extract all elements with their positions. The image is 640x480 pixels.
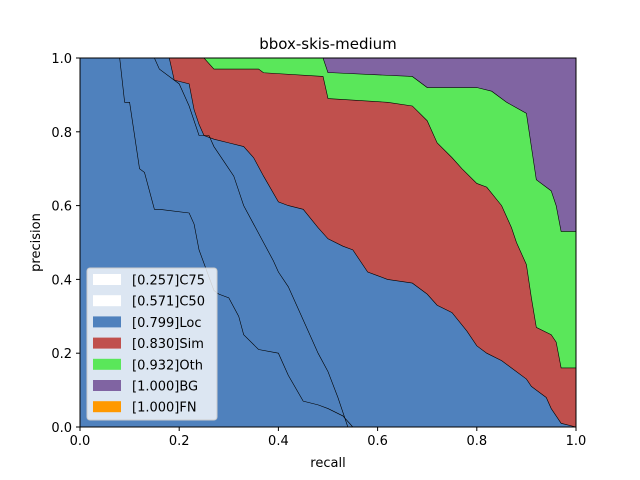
legend-swatch-loc: [93, 316, 121, 328]
chart-title: bbox-skis-medium: [259, 35, 397, 53]
y-axis-label: precision: [29, 213, 44, 272]
legend-swatch-sim: [93, 337, 121, 349]
legend-label-c50: [0.571]C50: [132, 295, 205, 310]
legend-label-loc: [0.799]Loc: [132, 316, 201, 331]
x-tick-label: 0.6: [367, 434, 388, 449]
legend: [0.257]C75 [0.571]C50 [0.799]Loc [0.830]Sim…: [86, 267, 218, 421]
line-sim: [80, 57, 576, 369]
x-tick-label: 1.0: [566, 434, 587, 449]
legend-label-c75: [0.257]C75: [132, 274, 205, 289]
x-axis-label: recall: [310, 456, 345, 471]
legend-swatch-c50: [93, 295, 121, 307]
y-tick-label: 0.0: [51, 421, 72, 436]
plot-frame: [79, 57, 577, 428]
legend-swatch-bg: [93, 380, 121, 391]
line-c50: [80, 57, 349, 428]
y-tick-label: 1.0: [51, 52, 72, 67]
legend-swatch-oth: [93, 358, 121, 370]
x-tick-label: 0.8: [466, 434, 487, 449]
x-tick-label: 0.0: [70, 434, 91, 449]
y-tick-label: 0.2: [51, 347, 72, 362]
line-loc: [80, 57, 577, 428]
legend-swatch-fn: [93, 401, 121, 413]
legend-label-fn: [1.000]FN: [132, 401, 197, 416]
legend-label-bg: [1.000]BG: [132, 380, 198, 395]
y-tick-label: 0.8: [51, 126, 72, 141]
y-axis-ticks: 0.0 0.2 0.4 0.6 0.8 1.0: [51, 52, 80, 436]
y-tick-label: 0.4: [51, 273, 72, 288]
y-tick-label: 0.6: [51, 200, 72, 215]
x-tick-label: 0.2: [169, 434, 190, 449]
legend-label-sim: [0.830]Sim: [132, 337, 204, 352]
x-axis-ticks: 0.0 0.2 0.4 0.6 0.8 1.0: [70, 427, 587, 449]
legend-label-oth: [0.932]Oth: [132, 358, 203, 373]
legend-swatch-c75: [93, 274, 121, 285]
x-tick-label: 0.4: [268, 434, 289, 449]
